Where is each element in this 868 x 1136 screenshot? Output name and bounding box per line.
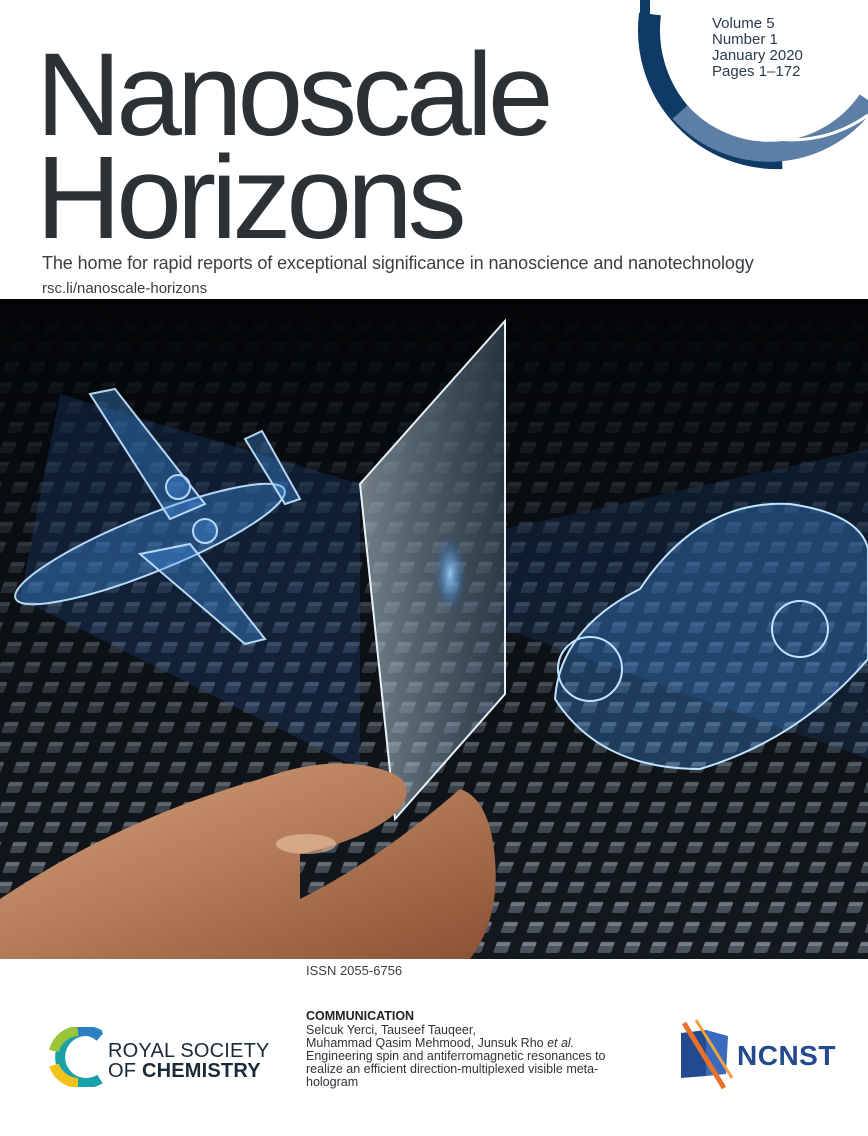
journal-url[interactable]: rsc.li/nanoscale-horizons [42,280,208,297]
journal-title-line1: Nanoscale [36,29,554,161]
rsc-name-of: OF [108,1060,142,1082]
issue-date: January 2020 [712,47,803,64]
issue-info: Volume 5 Number 1 January 2020 Pages 1–1… [712,16,803,80]
journal-tagline: The home for rapid reports of exceptiona… [42,253,754,273]
article-authors-line1: Selcuk Yerci, Tauseef Tauqeer, [306,1023,476,1037]
glass-plate [358,318,506,822]
article-title: Engineering spin and antiferromagnetic r… [306,1049,606,1089]
rsc-logo-icon[interactable] [48,1027,268,1087]
rsc-name: ROYAL SOCIETY OF CHEMISTRY [108,1041,270,1081]
car-hologram [553,502,868,771]
issue-pages: Pages 1–172 [712,63,801,80]
issn: ISSN 2055-6756 [306,963,403,978]
rsc-name-line2: OF CHEMISTRY [108,1061,270,1081]
featured-article[interactable]: COMMUNICATION Selcuk Yerci, Tauseef Tauq… [306,1010,636,1089]
rsc-name-chemistry: CHEMISTRY [141,1060,261,1082]
issue-arc-graphic [638,0,868,170]
article-authors-etal: et al. [547,1036,575,1050]
airplane-hologram [14,387,302,646]
rsc-name-line1: ROYAL SOCIETY [108,1040,270,1062]
ncnst-name: NCNST [737,1040,836,1071]
ncnst-logo-icon[interactable] [676,1018,736,1090]
article-authors-names: Muhammad Qasim Mehmood, Junsuk Rho [306,1036,548,1050]
article-type: COMMUNICATION [306,1009,415,1023]
cover-image [0,299,868,959]
journal-title-line2: Horizons [36,132,467,264]
article-authors-line2: Muhammad Qasim Mehmood, Junsuk Rho et al… [306,1037,636,1050]
issue-number: Number 1 [712,31,778,48]
issue-volume: Volume 5 [712,15,775,32]
hand [0,763,496,959]
journal-title: Nanoscale Horizons [36,29,554,264]
